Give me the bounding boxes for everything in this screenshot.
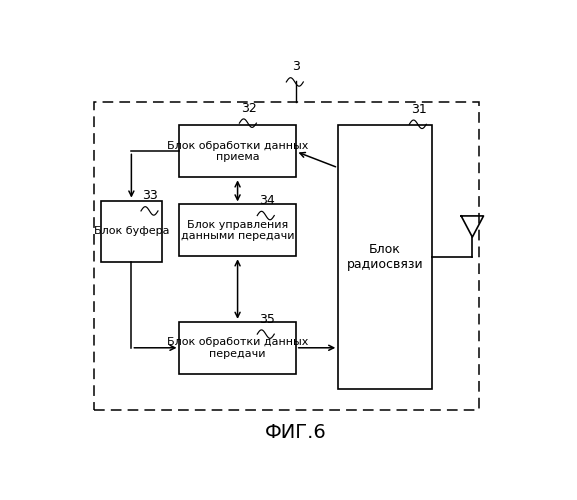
Text: Блок
радиосвязи: Блок радиосвязи [347,244,424,272]
Text: ФИГ.6: ФИГ.6 [265,423,327,442]
Text: 34: 34 [258,194,275,207]
Bar [179,126,296,178]
Text: 3: 3 [292,60,299,74]
Text: Блок буфера: Блок буфера [93,226,169,236]
Text: Блок управления
данными передачи: Блок управления данными передачи [181,220,294,241]
Text: Блок обработки данных
приема: Блок обработки данных приема [167,140,308,162]
Bar [101,200,162,262]
Bar [179,322,296,374]
Text: 31: 31 [411,103,426,116]
Text: Блок обработки данных
передачи: Блок обработки данных передачи [167,337,308,358]
Bar [179,204,296,256]
Text: 35: 35 [258,312,275,326]
Bar [338,126,432,389]
Text: 32: 32 [241,102,257,114]
Text: 33: 33 [143,190,158,202]
